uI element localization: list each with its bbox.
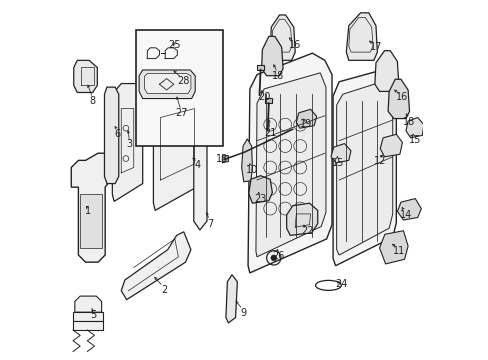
Polygon shape: [255, 73, 325, 257]
Polygon shape: [330, 144, 350, 163]
Polygon shape: [374, 51, 398, 91]
Bar: [135, 30, 223, 146]
Polygon shape: [121, 232, 190, 300]
Polygon shape: [144, 73, 190, 94]
Polygon shape: [104, 87, 119, 184]
Text: 28: 28: [177, 76, 189, 86]
Polygon shape: [74, 60, 97, 93]
Polygon shape: [264, 98, 272, 103]
Polygon shape: [286, 203, 317, 235]
Text: 6: 6: [114, 129, 121, 139]
Text: 2: 2: [161, 285, 167, 295]
Polygon shape: [153, 87, 201, 210]
Text: 12: 12: [373, 157, 386, 166]
Polygon shape: [336, 80, 392, 255]
Polygon shape: [257, 64, 264, 70]
Polygon shape: [296, 109, 316, 128]
Circle shape: [270, 255, 276, 261]
Polygon shape: [380, 134, 402, 157]
Text: 24: 24: [335, 279, 347, 289]
Text: 4: 4: [194, 160, 200, 170]
Polygon shape: [270, 15, 295, 60]
Text: 26: 26: [272, 251, 284, 261]
Text: 15: 15: [331, 158, 344, 168]
Polygon shape: [71, 153, 110, 262]
Text: 15: 15: [408, 135, 421, 145]
Text: 25: 25: [168, 40, 181, 50]
Text: 16: 16: [395, 92, 407, 102]
Text: 27: 27: [175, 108, 188, 118]
Text: 14: 14: [399, 210, 411, 220]
Polygon shape: [193, 139, 206, 230]
Text: 10: 10: [245, 165, 257, 175]
Polygon shape: [80, 194, 102, 248]
Text: 16: 16: [288, 40, 301, 50]
Polygon shape: [387, 79, 408, 118]
Polygon shape: [346, 13, 377, 60]
Polygon shape: [248, 176, 272, 203]
Polygon shape: [241, 139, 252, 182]
Text: 20: 20: [258, 92, 270, 102]
Text: 1: 1: [85, 206, 91, 216]
Polygon shape: [73, 312, 103, 321]
Polygon shape: [139, 70, 195, 99]
Text: 23: 23: [254, 194, 266, 203]
Text: 8: 8: [89, 96, 96, 106]
Text: 21: 21: [264, 128, 276, 138]
Polygon shape: [405, 117, 423, 138]
Polygon shape: [75, 296, 102, 312]
Text: 18: 18: [272, 71, 284, 81]
Polygon shape: [73, 321, 103, 330]
Text: 13: 13: [216, 154, 228, 164]
Text: 3: 3: [126, 139, 132, 149]
Polygon shape: [379, 231, 407, 264]
Polygon shape: [222, 156, 228, 163]
Text: 22: 22: [300, 226, 313, 236]
Polygon shape: [247, 53, 331, 273]
Text: 11: 11: [392, 246, 404, 256]
Polygon shape: [397, 199, 421, 220]
Polygon shape: [332, 67, 395, 266]
Polygon shape: [112, 84, 142, 202]
Polygon shape: [225, 275, 237, 323]
Polygon shape: [261, 36, 283, 76]
Text: 5: 5: [90, 310, 96, 320]
Text: 17: 17: [369, 42, 381, 52]
Text: 19: 19: [299, 118, 311, 129]
Text: 7: 7: [207, 219, 213, 229]
Text: 18: 18: [403, 117, 415, 127]
Text: 9: 9: [240, 308, 246, 318]
